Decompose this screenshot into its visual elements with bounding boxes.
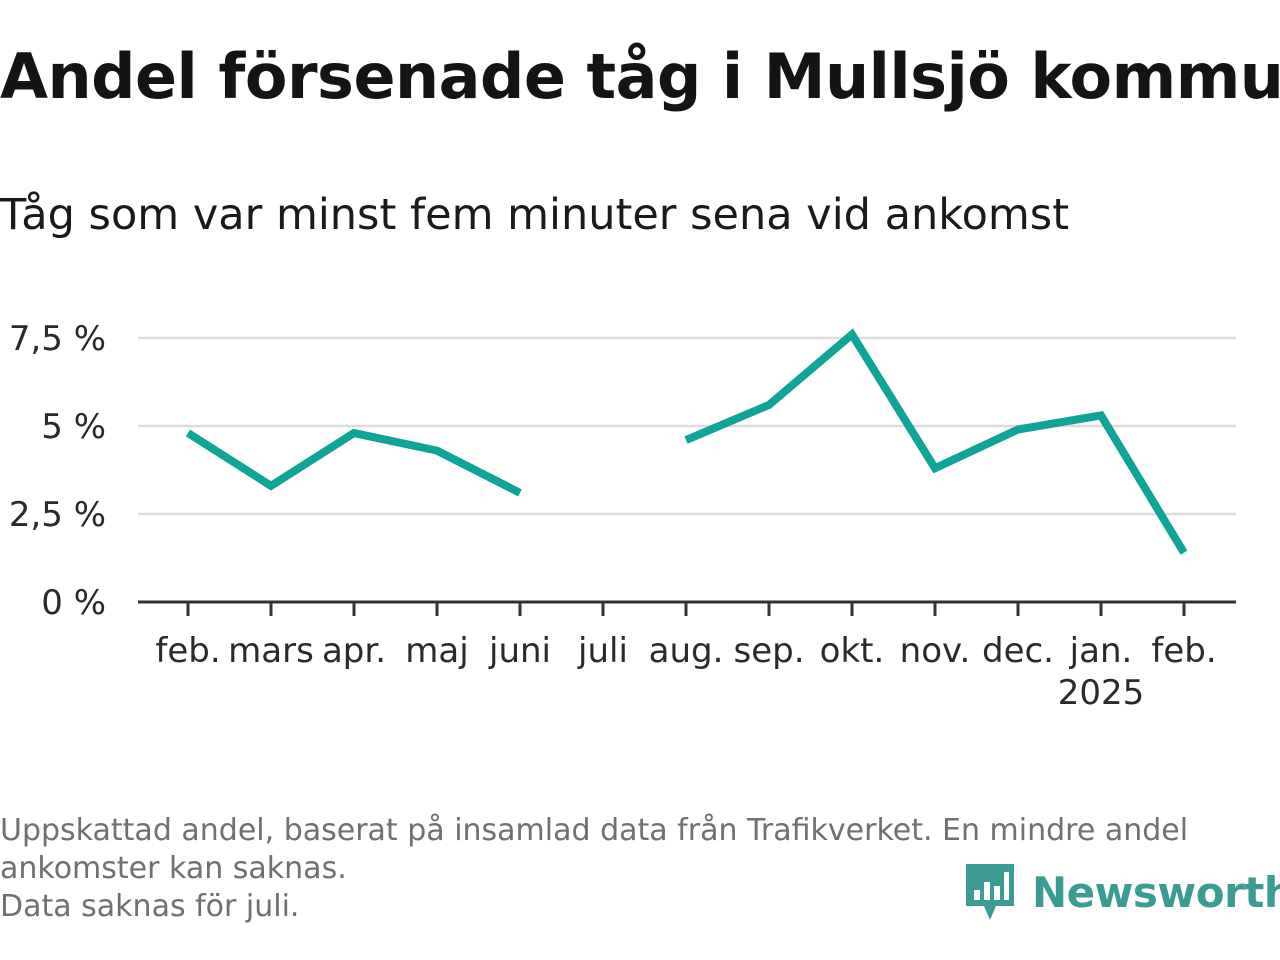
y-tick-label: 0 % [41, 583, 106, 623]
series-line-segment [185, 428, 522, 497]
x-tick-label: juni [488, 631, 551, 671]
y-tick-label: 7,5 % [9, 319, 106, 359]
x-tick-label: apr. [322, 631, 386, 671]
y-axis-tick-labels: 0 % 2,5 % 5 % 7,5 % [9, 319, 106, 623]
x-tick-label: jan. [1069, 631, 1133, 671]
data-series [185, 328, 1188, 555]
footer-note-1: Uppskattad andel, baserat på insamlad da… [0, 813, 1189, 848]
x-tick-label: maj [405, 631, 468, 671]
brand-logo: Newsworthy [964, 862, 1280, 922]
y-tick-label: 2,5 % [9, 495, 106, 535]
x-tick-label: dec. [982, 631, 1054, 671]
chart-title: Andel försenade tåg i Mullsjö kommun [0, 40, 1280, 113]
x-tick-label: okt. [820, 631, 885, 671]
line-chart: 0 %2,5 %5 %7,5 % feb. mars apr. maj juni juli… [9, 319, 1236, 713]
x-tick-label: nov. [900, 631, 971, 671]
footer-note-2: ankomster kan saknas. [0, 851, 347, 886]
x-axis-tick-labels: feb. mars apr. maj juni juli aug. sep. okt. nov. d… [155, 631, 1216, 713]
chart-subtitle: Tåg som var minst fem minuter sena vid a… [0, 190, 1070, 240]
x-tick-label: feb. [1151, 631, 1216, 671]
x-tick-label: sep. [733, 631, 804, 671]
gridlines [138, 336, 1236, 516]
x-tick-label: feb. [155, 631, 220, 671]
footer-notes: Uppskattad andel, baserat på insamlad da… [0, 812, 1188, 926]
newsworthy-logo-icon [966, 864, 1014, 920]
x-tick-label: juli [577, 631, 628, 671]
y-tick-label: 5 % [41, 407, 106, 447]
x-tick-sublabel: 2025 [1058, 673, 1145, 713]
series-line-segment [684, 328, 1188, 555]
x-axis [138, 600, 1236, 616]
x-tick-label: mars [228, 631, 314, 671]
brand-name: Newsworthy [1032, 867, 1280, 917]
footer-note-3: Data saknas för juli. [0, 889, 300, 924]
x-tick-label: aug. [649, 631, 724, 671]
